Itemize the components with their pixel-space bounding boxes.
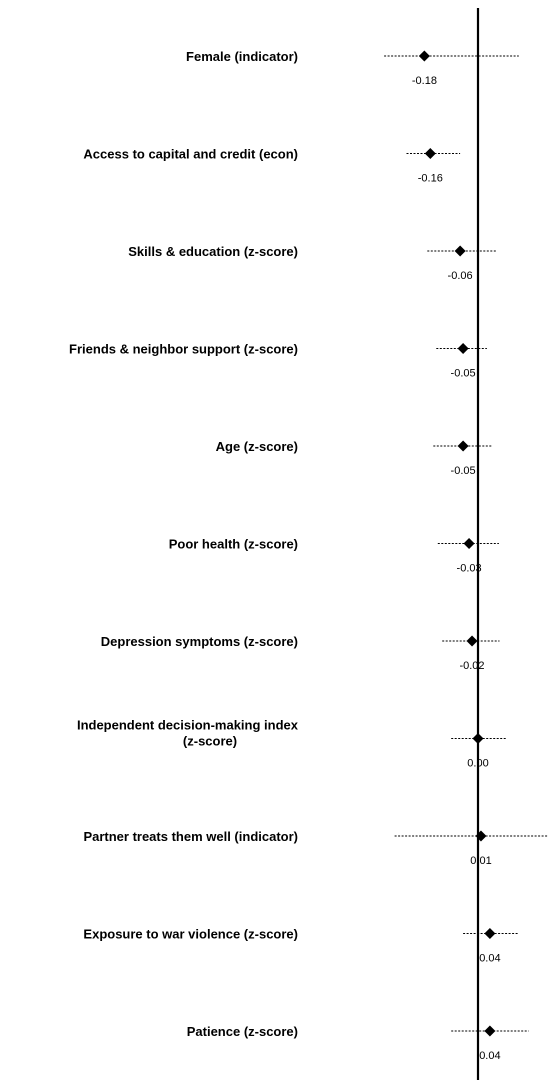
point-marker bbox=[484, 928, 496, 939]
point-marker bbox=[475, 830, 487, 842]
category-label: Friends & neighbor support (z-score) bbox=[69, 342, 298, 357]
point-marker bbox=[454, 245, 466, 257]
category-label: Independent decision-making index bbox=[77, 718, 299, 733]
point-markers bbox=[418, 50, 496, 1037]
value-label: -0.16 bbox=[418, 173, 443, 185]
category-label: Poor health (z-score) bbox=[169, 537, 298, 552]
point-marker bbox=[424, 148, 436, 159]
category-label: Skills & education (z-score) bbox=[128, 244, 298, 259]
point-marker bbox=[418, 50, 430, 62]
point-marker bbox=[472, 733, 484, 744]
value-label: -0.03 bbox=[457, 563, 482, 575]
point-marker bbox=[457, 440, 469, 452]
category-label: Partner treats them well (indicator) bbox=[83, 829, 298, 844]
category-label: Age (z-score) bbox=[216, 439, 298, 454]
value-label: 0.04 bbox=[479, 1050, 500, 1062]
value-label: -0.18 bbox=[412, 75, 437, 87]
value-label: -0.06 bbox=[448, 270, 473, 282]
value-label: 0.00 bbox=[467, 758, 488, 770]
value-label: -0.05 bbox=[451, 368, 476, 380]
category-label: Patience (z-score) bbox=[187, 1024, 298, 1039]
category-labels: Female (indicator) Access to capital and … bbox=[69, 49, 299, 1039]
point-marker bbox=[457, 343, 469, 354]
point-marker bbox=[463, 538, 475, 549]
category-label: Depression symptoms (z-score) bbox=[101, 634, 298, 649]
value-label: -0.02 bbox=[459, 660, 484, 672]
value-label: 0.01 bbox=[470, 855, 491, 867]
category-label: (z-score) bbox=[183, 734, 237, 749]
point-marker bbox=[484, 1025, 496, 1037]
value-labels: -0.18 -0.16 -0.06 -0.05 -0.05 -0.03 -0.02 0.00 0… bbox=[412, 75, 501, 1062]
value-label: -0.05 bbox=[451, 465, 476, 477]
value-label: 0.04 bbox=[479, 953, 500, 965]
category-label: Female (indicator) bbox=[186, 49, 298, 64]
category-label: Access to capital and credit (econ) bbox=[83, 147, 298, 162]
category-label: Exposure to war violence (z-score) bbox=[83, 927, 298, 942]
point-marker bbox=[466, 635, 478, 647]
